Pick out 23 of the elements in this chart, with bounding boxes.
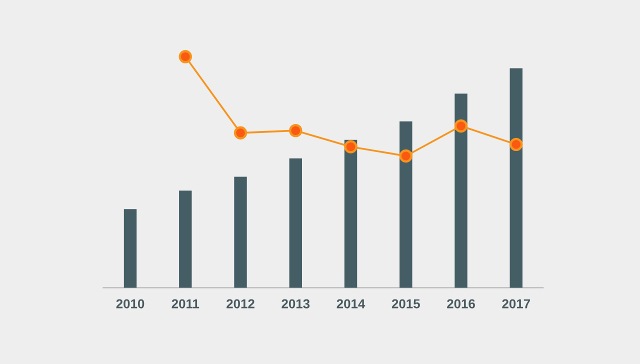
bar — [510, 68, 522, 288]
point — [344, 140, 358, 154]
x-tick-label: 2011 — [172, 299, 200, 308]
point — [178, 50, 192, 64]
bar — [344, 140, 358, 288]
point — [454, 119, 468, 133]
x-tick-label: 2017 — [502, 299, 530, 308]
bar — [400, 121, 412, 288]
point — [510, 138, 523, 152]
x-tick-label: 2013 — [282, 299, 310, 308]
x-tick-label: 2016 — [447, 299, 475, 308]
bar — [124, 209, 137, 288]
x-tick-label: 2010 — [116, 299, 144, 308]
bar — [179, 190, 192, 288]
bar — [454, 94, 468, 288]
x-tick-label: 2015 — [392, 299, 420, 308]
x-tick-label: 2014 — [336, 299, 366, 308]
bar — [289, 158, 302, 288]
point — [399, 149, 412, 163]
point — [289, 124, 302, 138]
point — [234, 126, 248, 140]
bar — [234, 176, 247, 288]
x-tick-label: 2012 — [226, 299, 254, 308]
